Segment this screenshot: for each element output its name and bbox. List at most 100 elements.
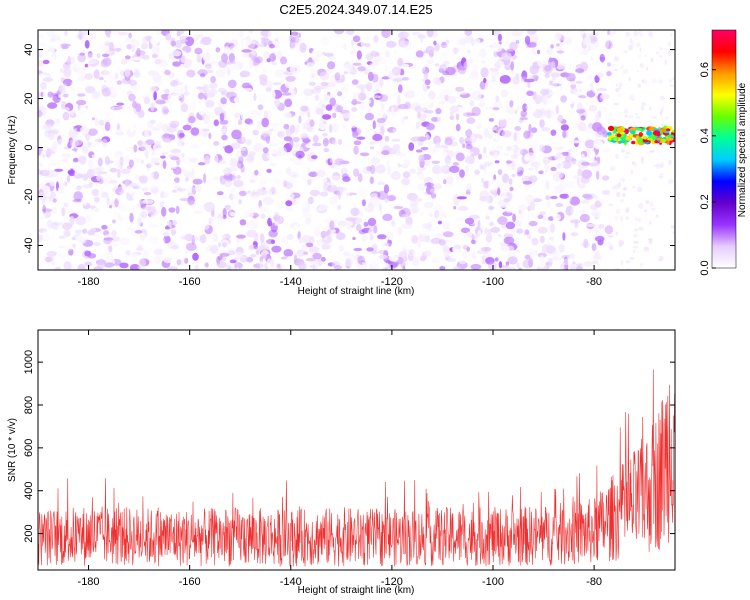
heatmap-signal-cell bbox=[625, 136, 632, 141]
heatmap-cell bbox=[353, 168, 360, 177]
heatmap-cell bbox=[222, 153, 227, 161]
heatmap-cell bbox=[587, 133, 594, 137]
heatmap-cell bbox=[103, 262, 115, 268]
heatmap-cell bbox=[627, 115, 634, 119]
heatmap-cell bbox=[384, 50, 390, 58]
heatmap-cell bbox=[554, 89, 565, 96]
heatmap-cell bbox=[534, 94, 542, 105]
heatmap-cell bbox=[146, 120, 154, 129]
heatmap-cell bbox=[579, 213, 590, 223]
heatmap-cell bbox=[527, 186, 532, 196]
heatmap-cell bbox=[197, 162, 206, 166]
heatmap-cell bbox=[45, 198, 50, 203]
heatmap-cell bbox=[425, 45, 435, 55]
heatmap-cell bbox=[153, 255, 162, 264]
heatmap-cell bbox=[623, 108, 629, 114]
heatmap-cell bbox=[668, 41, 671, 46]
heatmap-cell bbox=[274, 136, 281, 145]
heatmap-cell bbox=[153, 248, 164, 256]
colorbar-tick-label: 0.4 bbox=[699, 128, 711, 143]
heatmap-cell bbox=[397, 57, 404, 67]
heatmap-cell bbox=[94, 140, 100, 150]
heatmap-cell bbox=[236, 267, 240, 270]
heatmap-cell bbox=[407, 252, 414, 262]
heatmap-cell bbox=[569, 100, 574, 105]
heatmap-cell bbox=[211, 217, 223, 225]
heatmap-cell bbox=[364, 43, 371, 48]
heatmap-cell bbox=[438, 239, 446, 246]
heatmap-cell bbox=[443, 179, 447, 185]
heatmap-cell bbox=[267, 217, 273, 227]
y-tick-label: 0 bbox=[23, 144, 35, 150]
heatmap-cell bbox=[512, 146, 516, 152]
heatmap-cell bbox=[510, 154, 519, 159]
heatmap-cell bbox=[285, 75, 296, 82]
heatmap-cell bbox=[62, 230, 68, 239]
heatmap-cell bbox=[591, 243, 597, 252]
heatmap-cell bbox=[259, 74, 268, 82]
heatmap-cell bbox=[126, 43, 132, 50]
heatmap-cell bbox=[61, 83, 68, 92]
heatmap-cell bbox=[494, 160, 500, 164]
heatmap-cell bbox=[421, 231, 430, 237]
heatmap-cell bbox=[367, 217, 377, 227]
heatmap-cell bbox=[551, 35, 559, 43]
heatmap-cell bbox=[539, 77, 549, 84]
heatmap-cell bbox=[290, 41, 298, 50]
heatmap-cell bbox=[215, 68, 226, 78]
heatmap-cell bbox=[46, 30, 56, 38]
heatmap-cell bbox=[181, 58, 192, 69]
heatmap-cell bbox=[505, 221, 516, 230]
heatmap-cell bbox=[72, 199, 83, 203]
heatmap-cell bbox=[383, 242, 392, 247]
heatmap-cell bbox=[566, 72, 576, 82]
heatmap-cell bbox=[325, 95, 330, 100]
heatmap-cell bbox=[211, 197, 221, 201]
heatmap-cell bbox=[91, 117, 96, 121]
heatmap-cell bbox=[361, 199, 366, 207]
heatmap-cell bbox=[343, 83, 349, 93]
heatmap-signal-cell bbox=[613, 137, 618, 141]
heatmap-cell bbox=[254, 169, 259, 176]
heatmap-cell bbox=[554, 32, 562, 40]
heatmap-cell bbox=[199, 127, 204, 137]
heatmap-signal-cell bbox=[666, 139, 670, 145]
heatmap-cell bbox=[595, 131, 603, 138]
heatmap-cell bbox=[512, 161, 517, 171]
heatmap-cell bbox=[542, 216, 549, 222]
heatmap-cell bbox=[350, 207, 360, 217]
heatmap-cell bbox=[190, 127, 200, 136]
heatmap-cell bbox=[561, 112, 572, 119]
heatmap-cell bbox=[497, 216, 508, 225]
heatmap-cell bbox=[577, 121, 586, 132]
heatmap-cell bbox=[262, 95, 268, 103]
heatmap-cell bbox=[75, 66, 87, 75]
heatmap-cell bbox=[237, 121, 242, 125]
heatmap-cell bbox=[372, 260, 378, 268]
heatmap-cell bbox=[256, 103, 264, 110]
heatmap-cell bbox=[376, 118, 386, 124]
heatmap-cell bbox=[285, 200, 293, 207]
heatmap-cell bbox=[362, 128, 369, 134]
heatmap-cell bbox=[176, 129, 185, 140]
heatmap-cell bbox=[672, 77, 675, 81]
heatmap-cell bbox=[196, 86, 203, 90]
heatmap-cell bbox=[58, 67, 68, 74]
heatmap-cell bbox=[575, 80, 583, 84]
heatmap-cell bbox=[295, 36, 302, 47]
heatmap-cell bbox=[594, 114, 600, 122]
heatmap-cell bbox=[194, 185, 202, 192]
heatmap-cell bbox=[204, 69, 214, 74]
heatmap-cell bbox=[51, 34, 61, 42]
colorbar-gradient bbox=[711, 29, 737, 269]
heatmap-cell bbox=[466, 183, 472, 193]
heatmap-cell bbox=[554, 257, 564, 261]
heatmap-cell bbox=[258, 222, 268, 229]
heatmap-signal-cell bbox=[618, 140, 626, 144]
heatmap-cell bbox=[508, 178, 513, 185]
heatmap-cell bbox=[507, 116, 516, 124]
heatmap-cell bbox=[120, 210, 128, 218]
heatmap-cell bbox=[351, 107, 358, 112]
heatmap-cell bbox=[268, 141, 279, 147]
heatmap-cell bbox=[624, 156, 630, 159]
